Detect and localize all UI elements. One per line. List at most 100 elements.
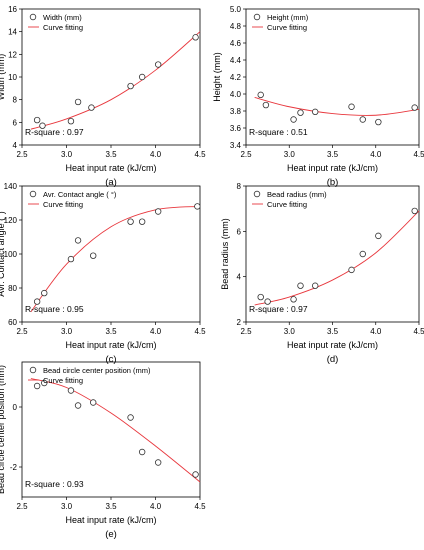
x-tick-label: 3.0 xyxy=(61,502,73,511)
x-tick-label: 3.0 xyxy=(61,150,73,159)
data-point xyxy=(154,61,162,68)
data-point xyxy=(33,116,41,124)
y-tick-label: 4.0 xyxy=(230,90,242,99)
data-point xyxy=(127,414,134,421)
data-point xyxy=(67,117,75,125)
panel-label: (b) xyxy=(327,177,339,188)
data-point xyxy=(257,91,264,99)
y-tick-label: 12 xyxy=(8,50,17,59)
y-tick-label: 2 xyxy=(237,318,242,327)
y-tick-label: 60 xyxy=(8,318,17,327)
legend-marker xyxy=(253,190,261,198)
x-tick-label: 4.5 xyxy=(413,327,424,336)
y-tick-label: 4.6 xyxy=(230,39,242,48)
chart-panel-c: 2.5 3.0 3.5 4.0 4.5 60 80 100 120 140 Heat input r… xyxy=(0,182,206,365)
y-tick-label: 4.2 xyxy=(230,73,242,82)
data-point xyxy=(375,118,382,126)
data-point xyxy=(375,232,382,240)
x-tick-label: 4.5 xyxy=(194,327,206,336)
y-tick-label: 4.8 xyxy=(230,22,242,31)
fit-curve xyxy=(254,210,420,306)
data-point xyxy=(411,207,418,215)
x-tick-label: 3.5 xyxy=(327,150,339,159)
y-tick-label: 100 xyxy=(4,250,18,259)
data-point xyxy=(138,73,146,81)
data-point xyxy=(312,108,319,116)
y-axis-label: Width (mm) xyxy=(0,54,6,101)
data-point xyxy=(88,104,95,111)
y-tick-label: 120 xyxy=(4,216,18,225)
data-point xyxy=(41,289,48,297)
data-point xyxy=(74,237,82,244)
legend-entry-fit: Curve fitting xyxy=(267,200,307,209)
data-point xyxy=(290,296,297,303)
data-point xyxy=(262,101,270,109)
x-tick-label: 2.5 xyxy=(16,502,28,511)
y-tick-label: 0 xyxy=(13,403,18,412)
data-point xyxy=(127,218,134,225)
y-tick-label: 4 xyxy=(237,273,242,282)
data-point xyxy=(138,218,146,225)
x-tick-label: 3.0 xyxy=(284,150,296,159)
data-point xyxy=(127,82,134,90)
x-axis-label: Heat input rate (kJ/cm) xyxy=(65,515,156,525)
x-tick-label: 2.5 xyxy=(16,327,28,336)
legend-marker xyxy=(29,190,37,198)
legend-entry-data: Bead circle center position (mm) xyxy=(43,366,151,375)
data-point xyxy=(89,252,97,259)
x-tick-label: 4.5 xyxy=(413,150,424,159)
data-point xyxy=(312,282,319,289)
legend-entry-data: Width (mm) xyxy=(43,13,82,22)
x-tick-label: 3.5 xyxy=(105,327,117,336)
legend-entry-fit: Curve fitting xyxy=(267,23,307,32)
x-axis-label: Heat input rate (kJ/cm) xyxy=(287,163,378,173)
y-axis-label: Avr. Contact angle (°) xyxy=(0,211,6,296)
x-tick-label: 4.5 xyxy=(194,502,206,511)
legend-marker xyxy=(253,13,261,21)
x-tick-label: 3.0 xyxy=(284,327,296,336)
data-point xyxy=(138,448,146,456)
data-point xyxy=(41,379,48,387)
x-tick-label: 3.0 xyxy=(61,327,73,336)
y-tick-label: -2 xyxy=(10,463,18,472)
data-point xyxy=(290,116,297,123)
panel-label: (d) xyxy=(327,354,339,365)
y-tick-label: 6 xyxy=(237,227,242,236)
data-point xyxy=(359,116,366,123)
r-square-label: R-square : 0.51 xyxy=(249,127,308,137)
y-tick-label: 3.8 xyxy=(230,107,242,116)
legend-entry-data: Height (mm) xyxy=(267,13,309,22)
panel-label: (a) xyxy=(105,177,117,188)
data-point xyxy=(348,266,355,274)
x-tick-label: 4.0 xyxy=(370,327,382,336)
data-point xyxy=(194,203,201,210)
data-point xyxy=(297,109,304,116)
legend-marker xyxy=(29,366,37,374)
data-point xyxy=(257,293,264,301)
legend-entry-data: Bead radius (mm) xyxy=(267,190,327,199)
chart-panel-d: 2.5 3.0 3.5 4.0 4.5 2 4 6 8 Heat input rate (kJ/c… xyxy=(220,182,424,365)
y-axis-label: Bead circle center position (mm) xyxy=(0,365,6,494)
r-square-label: R-square : 0.97 xyxy=(25,127,84,137)
y-tick-label: 16 xyxy=(8,5,17,14)
y-axis-label: Height (mm) xyxy=(212,52,222,102)
chart-panel-e: 2.5 3.0 3.5 4.0 4.5 -2 0 Heat input rate (kJ/cm… xyxy=(0,361,206,540)
legend-entry-fit: Curve fitting xyxy=(43,376,83,385)
data-point xyxy=(192,471,199,478)
data-point xyxy=(67,255,75,263)
data-point xyxy=(67,387,75,394)
y-tick-label: 140 xyxy=(4,182,18,191)
r-square-label: R-square : 0.93 xyxy=(25,479,84,489)
data-point xyxy=(154,459,162,466)
data-point xyxy=(359,250,366,258)
y-tick-label: 80 xyxy=(8,284,17,293)
x-tick-label: 4.5 xyxy=(194,150,206,159)
fit-curve xyxy=(30,205,201,313)
y-tick-label: 4 xyxy=(13,141,18,150)
r-square-label: R-square : 0.95 xyxy=(25,304,84,314)
y-tick-label: 3.4 xyxy=(230,141,242,150)
y-tick-label: 3.6 xyxy=(230,124,242,133)
data-point xyxy=(39,122,46,129)
y-axis-label: Bead radius (mm) xyxy=(220,218,230,290)
